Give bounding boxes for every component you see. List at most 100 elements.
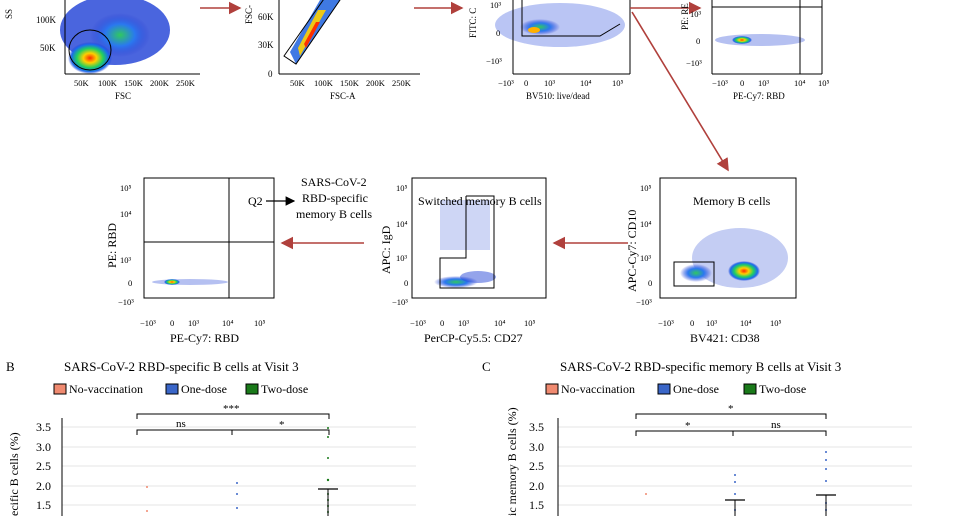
p7-xtick: 10⁴ [740,318,752,328]
p6-xtick: 0 [440,318,444,328]
sig-left: * [685,420,691,432]
p2-xtick: 250K [392,78,412,88]
panel-c-ytick: 1.5 [529,498,544,512]
p6-xtick: 10⁴ [494,318,506,328]
p7-xtick: 0 [690,318,694,328]
p2-ylabel: FSC- [244,5,254,24]
p6-ytick: 10⁴ [396,219,408,229]
p5-ytick: 0 [128,278,132,288]
p7-ytick: −10³ [636,297,652,307]
annotation-line: memory B cells [296,207,372,221]
panel-b-ytick: 2.0 [36,479,51,493]
annotation-line: SARS-CoV-2 [301,175,367,189]
p5-xtick: 10³ [188,318,200,328]
p3-ytick: 0 [496,28,500,38]
plot-fsc-ssc: 100K 50K SS 50K 100K 150K 200K 250K FSC [4,0,200,101]
annotation-rbd-memory: SARS-CoV-2 RBD-specific memory B cells [296,175,372,221]
p5-ytick: 10⁵ [120,183,132,193]
panel-c-ytick: 2.0 [529,479,544,493]
p5-xlabel: PE-Cy7: RBD [170,331,239,345]
panel-b-ylabel: ecific B cells (%) [7,432,21,516]
p7-xtick: 10⁵ [770,318,782,328]
panel-c: C SARS-CoV-2 RBD-specific memory B cells… [482,359,912,516]
panel-b-ytick: 2.5 [36,459,51,473]
p2-ytick: 30K [258,40,274,50]
p2-ytick: 0 [268,69,273,79]
panel-b-title: SARS-CoV-2 RBD-specific B cells at Visit… [64,359,299,374]
p3-xtick: 10³ [544,78,556,88]
p1-xtick: 250K [176,78,196,88]
p1-xtick: 200K [150,78,170,88]
switched-memory-gate [439,195,495,289]
legend-two-dose: Two-dose [759,382,806,396]
memory-b-gate [673,261,715,287]
plot-memory-b: Memory B cells 10⁵ 10⁴ 10³ 0 −10³ APC-Cy… [625,177,797,345]
sig-outer: *** [223,403,240,415]
p5-ytick: 10³ [120,255,132,265]
panel-b-ytick: 1.5 [36,498,51,512]
plot-fsc-singlets: 60K 30K 0 FSC- 50K 100K 150K 200K 250K F… [244,0,420,101]
p5-xtick: 10⁴ [222,318,234,328]
legend-two-dose: Two-dose [261,382,308,396]
panel-c-title: SARS-CoV-2 RBD-specific memory B cells a… [560,359,841,374]
legend-one-dose: One-dose [673,382,719,396]
p4-xlabel: PE-Cy7: RBD [733,91,785,101]
legend-no-vaccination: No-vaccination [69,382,143,396]
panel-c-ytick: 2.5 [529,459,544,473]
panel-c-points [645,451,836,516]
p2-xtick: 50K [290,78,306,88]
p2-ytick: 60K [258,12,274,22]
p5-ylabel: PE: RBD [105,223,119,268]
p7-ytick: 10³ [640,253,652,263]
plot-live-dead: 10³ 0 −10³ FITC: C −10³ 0 10³ 10⁴ 10⁵ BV… [468,0,631,101]
p7-xtick: −10³ [658,318,674,328]
p7-xlabel: BV421: CD38 [690,331,760,345]
p1-xlabel: FSC [115,91,131,101]
p6-ytick: −10³ [392,297,408,307]
p4-xtick: −10³ [712,78,728,88]
p6-xlabel: PerCP-Cy5.5: CD27 [424,331,523,345]
p2-xlabel: FSC-A [330,91,356,101]
p6-ytick: 0 [404,278,408,288]
p7-xtick: 10³ [706,318,718,328]
p7-ylabel: APC-Cy7: CD10 [625,210,639,292]
p1-xtick: 100K [98,78,118,88]
panel-b-points [146,427,338,516]
p2-xtick: 200K [366,78,386,88]
p6-xtick: −10³ [410,318,426,328]
p3-ylabel: FITC: C [468,8,478,38]
p1-xtick: 50K [74,78,90,88]
p4-ylabel: PE: RE [680,3,690,30]
singlet-gate [283,0,341,65]
plot-rbd-memory: Q2 10⁵ 10⁴ 10³ 0 −10³ PE: RBD −10³ 0 10³… [105,177,296,345]
p3-ytick: 10³ [490,0,502,10]
p6-ylabel: APC: IgD [379,225,393,274]
panel-b-ytick: 3.0 [36,440,51,454]
sig-right: * [279,419,285,431]
p4-ytick: −10³ [686,58,702,68]
p5-ytick: −10³ [118,297,134,307]
plot-rbd-top: 10³ 0 −10³ PE: RE −10³ 0 10³ 10⁴ 10⁵ PE-… [680,0,830,101]
p6-xtick: 10⁵ [524,318,536,328]
annotation-line: RBD-specific [302,191,368,205]
p5-ytick: 10⁴ [120,209,132,219]
p4-xtick: 10⁵ [818,78,830,88]
lymphocyte-gate [68,29,112,71]
p4-xtick: 0 [740,78,744,88]
legend-one-dose: One-dose [181,382,227,396]
p7-ytick: 10⁵ [640,183,652,193]
p1-ylabel: SS [4,9,14,19]
p5-xtick: 0 [170,318,174,328]
p3-xtick: 10⁴ [580,78,592,88]
panel-b: B SARS-CoV-2 RBD-specific B cells at Vis… [6,359,416,516]
p2-xtick: 150K [340,78,360,88]
panel-c-letter: C [482,359,491,374]
p6-ytick: 10⁵ [396,183,408,193]
p5-xtick: 10⁵ [254,318,266,328]
panel-b-ytick: 3.5 [36,420,51,434]
p2-xtick: 100K [314,78,334,88]
sig-left: ns [176,418,186,430]
p7-ytick: 10⁴ [640,219,652,229]
arrow-4 [631,11,729,172]
